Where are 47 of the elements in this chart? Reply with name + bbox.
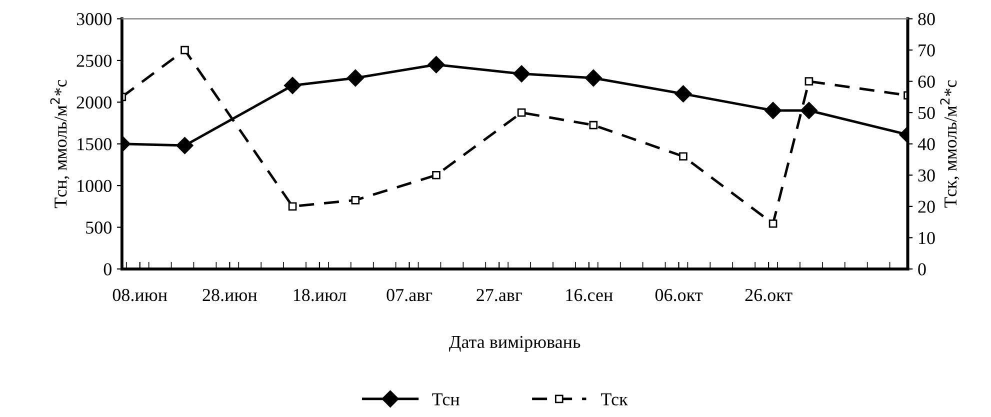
point [180, 46, 189, 54]
y2-tick-label: 50 [918, 106, 935, 120]
y2-tick-label: 80 [918, 13, 935, 26]
point [584, 69, 602, 87]
point [428, 56, 445, 74]
y-axis-title: Тсн, ммоль/м$^{2}$*с [50, 80, 70, 208]
point [513, 65, 530, 82]
y-tick-label: 0 [104, 263, 112, 276]
x-tick-label: 18.июл [294, 288, 346, 302]
y-tick-label: 3000 [76, 13, 112, 26]
point [284, 76, 302, 94]
x-tick-label: 07.авг [386, 288, 432, 302]
point [288, 202, 297, 211]
x-tick-label: 27.авг [476, 288, 522, 302]
y-tick-label: 1500 [78, 138, 112, 150]
y2-tick-label: 0 [918, 263, 926, 276]
x-axis-title: Дата вимірювань [449, 336, 580, 352]
y-tick-label: 500 [86, 222, 112, 234]
x-tick-label: 06.окт [655, 288, 702, 302]
x-tick-label: 28.июн [202, 288, 257, 302]
y2-tick-label: 30 [918, 169, 935, 182]
y2-tick-label: 20 [918, 200, 935, 213]
y-tick-label: 2500 [76, 54, 112, 67]
y2-tick-label: 70 [918, 44, 935, 56]
y2-tick-label: 40 [918, 138, 935, 150]
point [351, 196, 360, 204]
point [800, 102, 818, 120]
point [346, 69, 364, 87]
y2-axis-title: Тск, ммоль/м$^{2}$*с [940, 80, 960, 208]
point [176, 136, 194, 154]
y2-tick-label: 60 [918, 76, 935, 88]
legend-label: Тсн [432, 393, 460, 406]
x-tick-label: 08.июн [112, 288, 168, 302]
point [768, 219, 778, 228]
y-tick-label: 2000 [76, 96, 112, 109]
y2-tick-label: 10 [919, 232, 935, 244]
point [764, 102, 782, 120]
point [589, 120, 598, 130]
x-tick-label: 16.сен [566, 288, 613, 302]
point [674, 85, 692, 102]
legend-label: Тск [600, 393, 628, 406]
y-tick-label: 1000 [78, 180, 112, 192]
point [679, 152, 688, 161]
point [517, 108, 526, 117]
x-tick-label: 26.окт [745, 288, 792, 302]
point [432, 170, 440, 180]
point [804, 77, 814, 86]
